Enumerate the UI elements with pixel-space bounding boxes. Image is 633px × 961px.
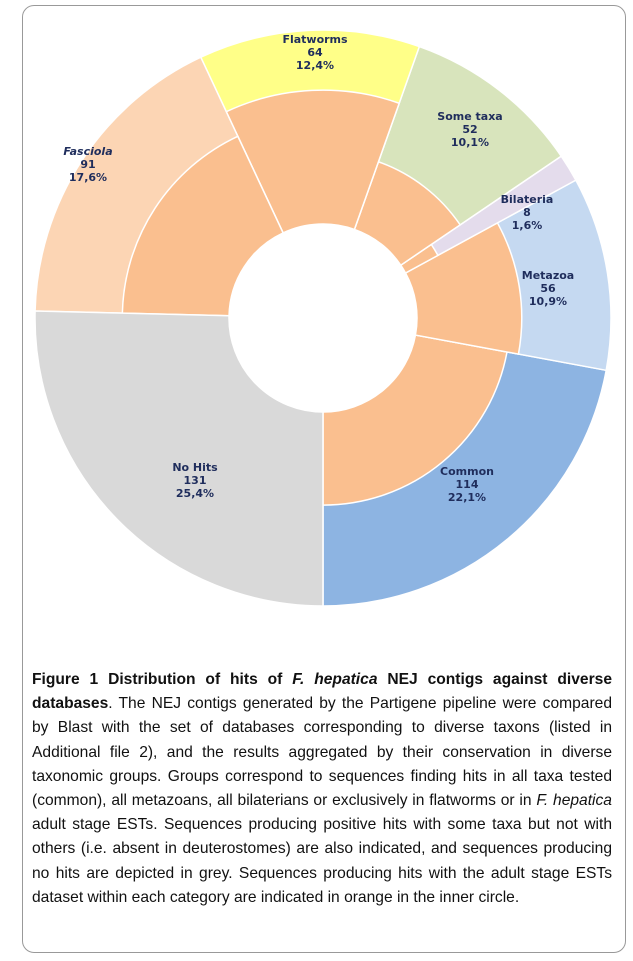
value-label: 52: [462, 123, 477, 136]
figure-frame: [22, 5, 626, 953]
value-label: 8: [523, 206, 531, 219]
percent-label: 22,1%: [448, 491, 486, 504]
category-label: Common: [440, 465, 494, 478]
value-label: 131: [184, 474, 207, 487]
inner-wedge: [225, 89, 401, 234]
category-label: Flatworms: [282, 33, 348, 46]
wedge: [34, 310, 324, 607]
caption-text: . The NEJ contigs generated by the Parti…: [32, 695, 612, 810]
caption-text: F. hepatica: [536, 792, 612, 810]
caption-text: Figure 1 Distribution of hits of: [32, 671, 293, 688]
caption-body: . The NEJ contigs generated by the Parti…: [32, 695, 612, 906]
caption-title: Figure 1 Distribution of hits of F. hepa…: [32, 671, 612, 712]
inner-wedge: [322, 334, 508, 506]
value-label: 114: [456, 478, 479, 491]
value-label: 56: [540, 282, 556, 295]
percent-label: 10,9%: [529, 295, 567, 308]
percent-label: 12,4%: [296, 59, 334, 72]
percent-label: 10,1%: [451, 136, 489, 149]
caption: Figure 1 Distribution of hits of F. hepa…: [32, 668, 612, 910]
category-label: Some taxa: [437, 110, 502, 123]
caption-text: F. hepatica: [292, 671, 378, 688]
value-label: 64: [307, 46, 323, 59]
caption-text: adult stage ESTs. Sequences producing po…: [32, 816, 612, 906]
category-label: Fasciola: [63, 145, 112, 158]
category-label: No Hits: [172, 461, 218, 474]
inner-wedge: [121, 135, 285, 317]
value-label: 91: [80, 158, 95, 171]
category-label: Metazoa: [522, 269, 574, 282]
percent-label: 17,6%: [69, 171, 107, 184]
category-label: Bilateria: [501, 193, 554, 206]
caption-text: NEJ contigs against diverse databases: [32, 671, 612, 713]
percent-label: 1,6%: [512, 219, 543, 232]
percent-label: 25,4%: [176, 487, 214, 500]
